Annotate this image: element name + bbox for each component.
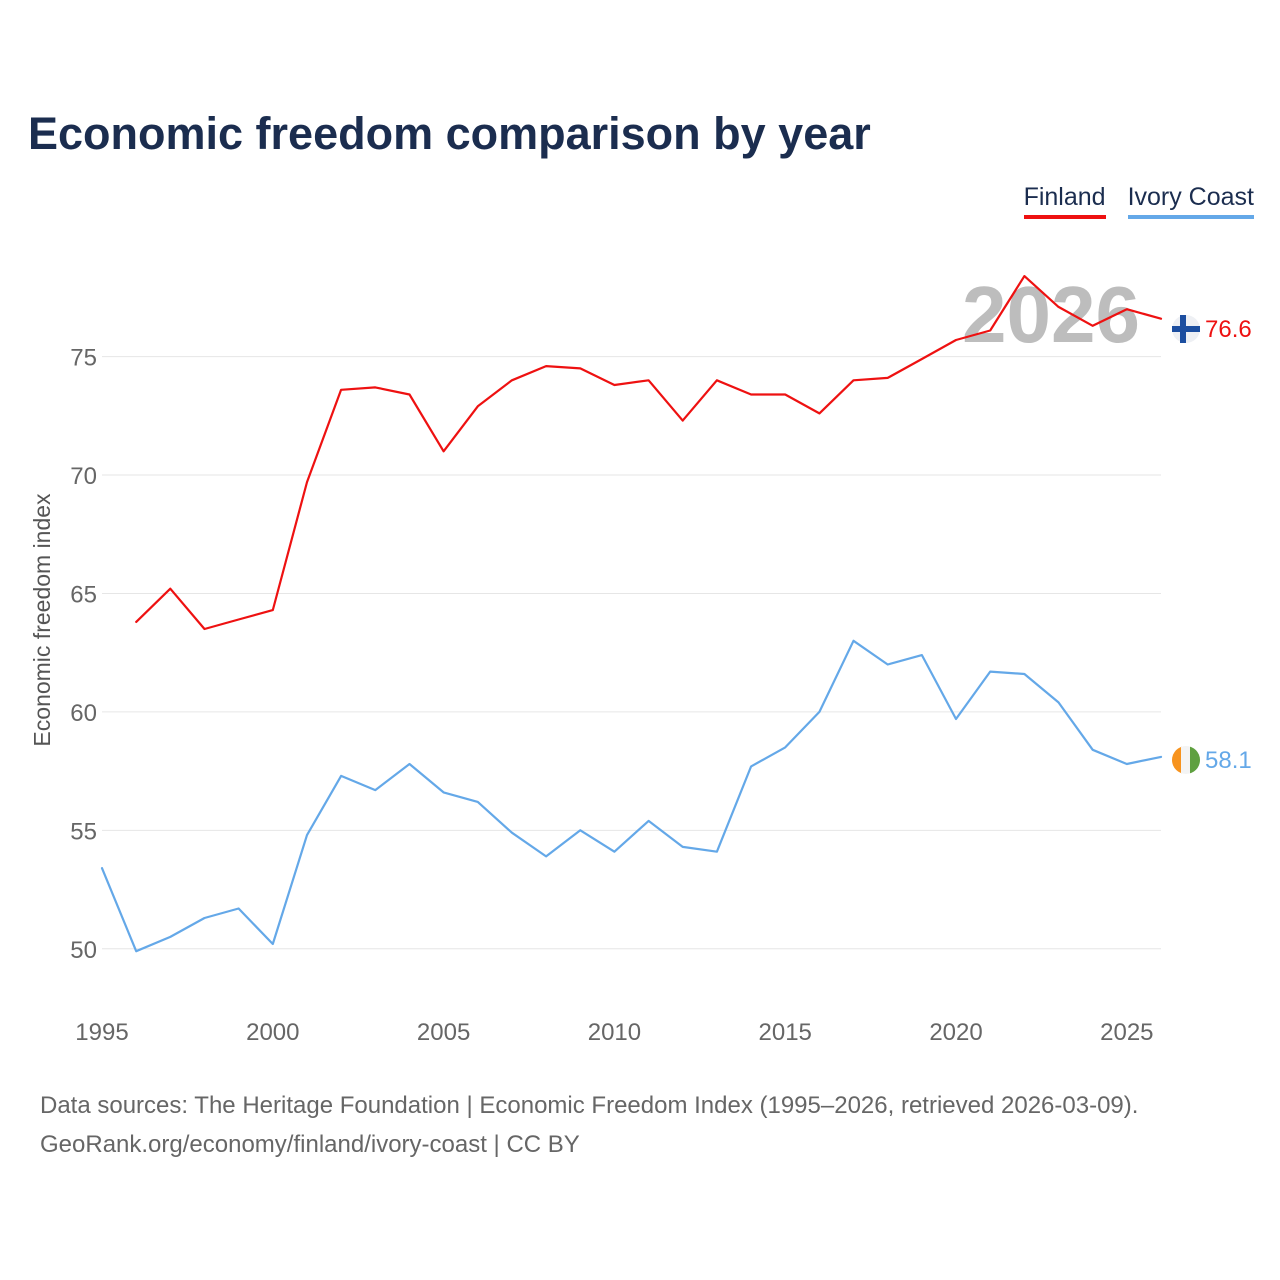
x-tick-label: 2010 [588, 1019, 641, 1046]
x-tick-label: 2000 [246, 1019, 299, 1046]
series-line-finland[interactable] [135, 275, 1163, 631]
y-tick-label: 70 [70, 463, 97, 490]
y-tick-label: 60 [70, 700, 97, 727]
x-tick-label: 2025 [1100, 1019, 1153, 1046]
footer: Data sources: The Heritage Foundation | … [40, 1086, 1138, 1164]
finland-end-label: 76.6 [1205, 316, 1252, 343]
year-watermark: 2026 [962, 270, 1140, 359]
gridlines [102, 356, 1161, 950]
series-lines [100, 275, 1163, 953]
x-tick-label: 2005 [417, 1019, 470, 1046]
y-tick-label: 50 [70, 937, 97, 964]
finland-flag-icon [1172, 315, 1200, 343]
legend-item-ivory-coast[interactable]: Ivory Coast [1127, 183, 1254, 219]
ivory-coast-flag-icon [1172, 746, 1200, 774]
y-axis-label: Economic freedom index [29, 493, 55, 747]
x-axis-ticks: 1995 2000 2005 2010 2015 2020 2025 [75, 1019, 1153, 1046]
x-tick-label: 1995 [75, 1019, 128, 1046]
x-tick-label: 2020 [929, 1019, 982, 1046]
line-chart: 50 55 60 65 70 75 1995 2000 2005 2010 2015 2020 202… [29, 270, 1252, 1046]
legend: Finland Ivory Coast [1023, 183, 1254, 219]
chart-title: Economic freedom comparison by year [28, 108, 871, 159]
footer-attribution[interactable]: GeoRank.org/economy/finland/ivory-coast … [40, 1131, 580, 1158]
y-tick-label: 65 [70, 581, 97, 608]
y-tick-label: 75 [70, 345, 97, 372]
x-tick-label: 2015 [759, 1019, 812, 1046]
y-tick-label: 55 [70, 818, 97, 845]
legend-item-finland[interactable]: Finland [1023, 183, 1106, 219]
series-line-ivory-coast[interactable] [100, 639, 1163, 953]
ivory-coast-end-label: 58.1 [1205, 747, 1252, 774]
y-axis-ticks: 50 55 60 65 70 75 [70, 345, 97, 964]
footer-sources: Data sources: The Heritage Foundation | … [40, 1092, 1139, 1119]
